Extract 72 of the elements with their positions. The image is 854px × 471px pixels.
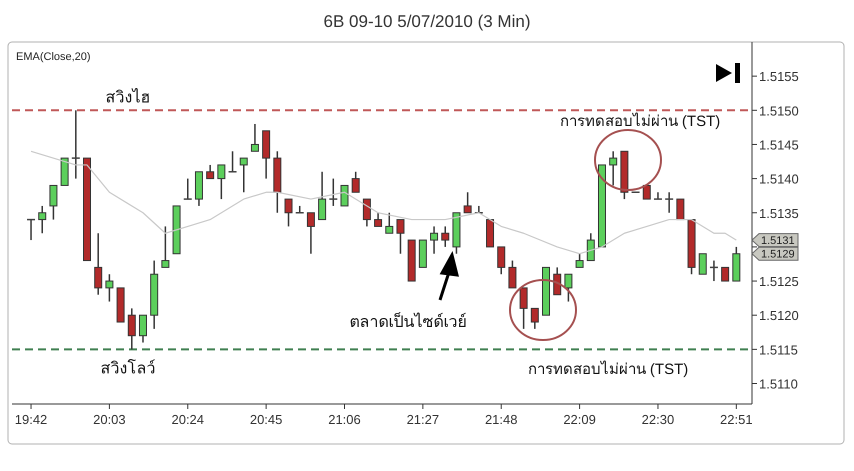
x-tick-label: 22:30 [642, 412, 674, 427]
x-tick-label: 20:45 [250, 412, 282, 427]
x-tick-label: 20:03 [93, 412, 126, 427]
y-tick-label: 1.5140 [759, 172, 799, 187]
candlestick [71, 110, 81, 180]
candlestick [128, 308, 136, 350]
candlestick [508, 260, 516, 289]
candlestick [284, 198, 293, 228]
x-tick-label: 22:51 [720, 412, 753, 427]
candlestick [721, 266, 730, 282]
candlestick [206, 164, 214, 180]
candlestick [240, 157, 248, 194]
text: 1.5131 [761, 235, 795, 248]
candlestick [228, 150, 238, 173]
candlestick [642, 184, 651, 200]
candlestick [318, 171, 326, 220]
x-tick-label: 19:42 [14, 412, 48, 427]
x-tick-label: 21:06 [328, 412, 361, 427]
y-tick-label: 1.5135 [759, 206, 799, 221]
line-series [30, 150, 737, 254]
candlestick [464, 192, 472, 214]
candlestick [385, 212, 394, 234]
candlestick [609, 150, 618, 186]
annotation: การทดสอบไม่ผ่าน (TST) [528, 360, 688, 378]
y-tick-label: 1.5145 [759, 137, 799, 152]
annotation: EMA(Close,20) [16, 51, 91, 63]
annotation: การทดสอบไม่ผ่าน (TST) [560, 112, 720, 130]
candlestick [676, 198, 684, 220]
candlestick [26, 218, 36, 241]
candlestick [138, 314, 147, 344]
candlestick [328, 178, 338, 207]
candlestick [306, 212, 315, 254]
y-tick-label: 1.5125 [759, 274, 799, 290]
candlestick [217, 164, 226, 200]
candlestick [520, 287, 528, 330]
candlestick [352, 171, 360, 194]
text: 1.5129 [761, 248, 795, 261]
candlestick [441, 226, 450, 248]
candlestick [161, 226, 170, 268]
chart-title: 6B 09-10 5/07/2010 (3 Min) [324, 12, 530, 31]
y-tick-label: 1.5155 [759, 69, 799, 84]
y-tick-label: 1.5120 [759, 308, 799, 324]
candlestick [664, 192, 674, 214]
candlestick [586, 232, 595, 262]
x-tick-label: 21:48 [484, 412, 518, 427]
candlestick [576, 252, 584, 268]
candlestick [183, 178, 193, 200]
ref-line-label: สวิงไฮ [106, 87, 150, 106]
candlestick [38, 205, 46, 234]
candlestick [698, 253, 707, 275]
ref-line-label: สวิงโลว์ [100, 358, 156, 378]
candlestick [94, 232, 102, 296]
y-tick-label: 1.5150 [759, 103, 799, 118]
x-tick-label: 21:27 [406, 412, 440, 427]
candlestick [250, 123, 259, 152]
candlestick [49, 184, 58, 220]
x-tick-label: 22:09 [563, 412, 596, 427]
candlestick [396, 218, 404, 254]
candlestick [564, 273, 572, 302]
candlestick [430, 226, 438, 254]
candlestick [340, 184, 348, 206]
candlestick [374, 212, 382, 228]
candlestick [530, 308, 539, 330]
x-tick-label: 20:24 [171, 412, 204, 427]
y-tick-label: 1.5115 [759, 342, 798, 358]
y-tick-label: 1.5110 [759, 376, 798, 392]
candlestick [709, 260, 719, 282]
candlestick [553, 266, 562, 296]
candlestick [497, 246, 506, 275]
candlestick [105, 273, 114, 302]
annotation: ตลาดเป็นไซด์เวย์ [350, 311, 466, 331]
candlestick [362, 198, 371, 228]
